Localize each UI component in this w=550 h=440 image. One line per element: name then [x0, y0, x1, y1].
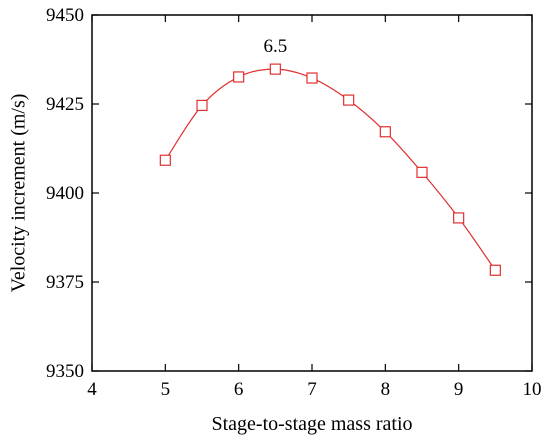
x-tick-label: 7: [307, 379, 317, 400]
data-point-marker: [269, 63, 281, 75]
series-layer: [159, 63, 501, 276]
x-axis-label: Stage-to-stage mass ratio: [211, 413, 412, 435]
y-axis-label: Velocity increment (m/s): [8, 94, 30, 293]
data-point-marker: [343, 94, 355, 106]
data-point-marker: [379, 126, 391, 138]
y-tick-label: 9400: [46, 183, 84, 204]
y-tick-label: 9450: [46, 5, 84, 26]
x-tick-label: 4: [87, 379, 97, 400]
x-tick-label: 8: [381, 379, 391, 400]
data-point-marker: [159, 154, 171, 166]
data-point-marker: [453, 212, 465, 224]
axis-ticks: 4 5 6 7 8 9 10 9350 9375 9400 9425 9450: [46, 5, 542, 400]
data-point-marker: [196, 99, 208, 112]
data-point-marker: [233, 71, 245, 83]
data-point-marker: [306, 72, 318, 84]
peak-annotation: 6.5: [263, 36, 287, 57]
y-tick-label: 9350: [46, 361, 84, 382]
annotations: 6.5: [263, 36, 287, 57]
y-tick-label: 9375: [46, 272, 84, 293]
x-tick-label: 9: [454, 379, 464, 400]
plot-area: [91, 14, 533, 372]
x-tick-label: 10: [523, 379, 542, 400]
plot-frame: [91, 14, 533, 372]
x-tick-label: 5: [161, 379, 171, 400]
axis-labels: Stage-to-stage mass ratio Velocity incre…: [8, 94, 413, 435]
x-tick-label: 6: [234, 379, 244, 400]
y-tick-label: 9425: [46, 94, 84, 115]
data-point-marker: [416, 166, 428, 178]
series-line: [164, 68, 496, 271]
data-point-marker: [489, 264, 501, 276]
